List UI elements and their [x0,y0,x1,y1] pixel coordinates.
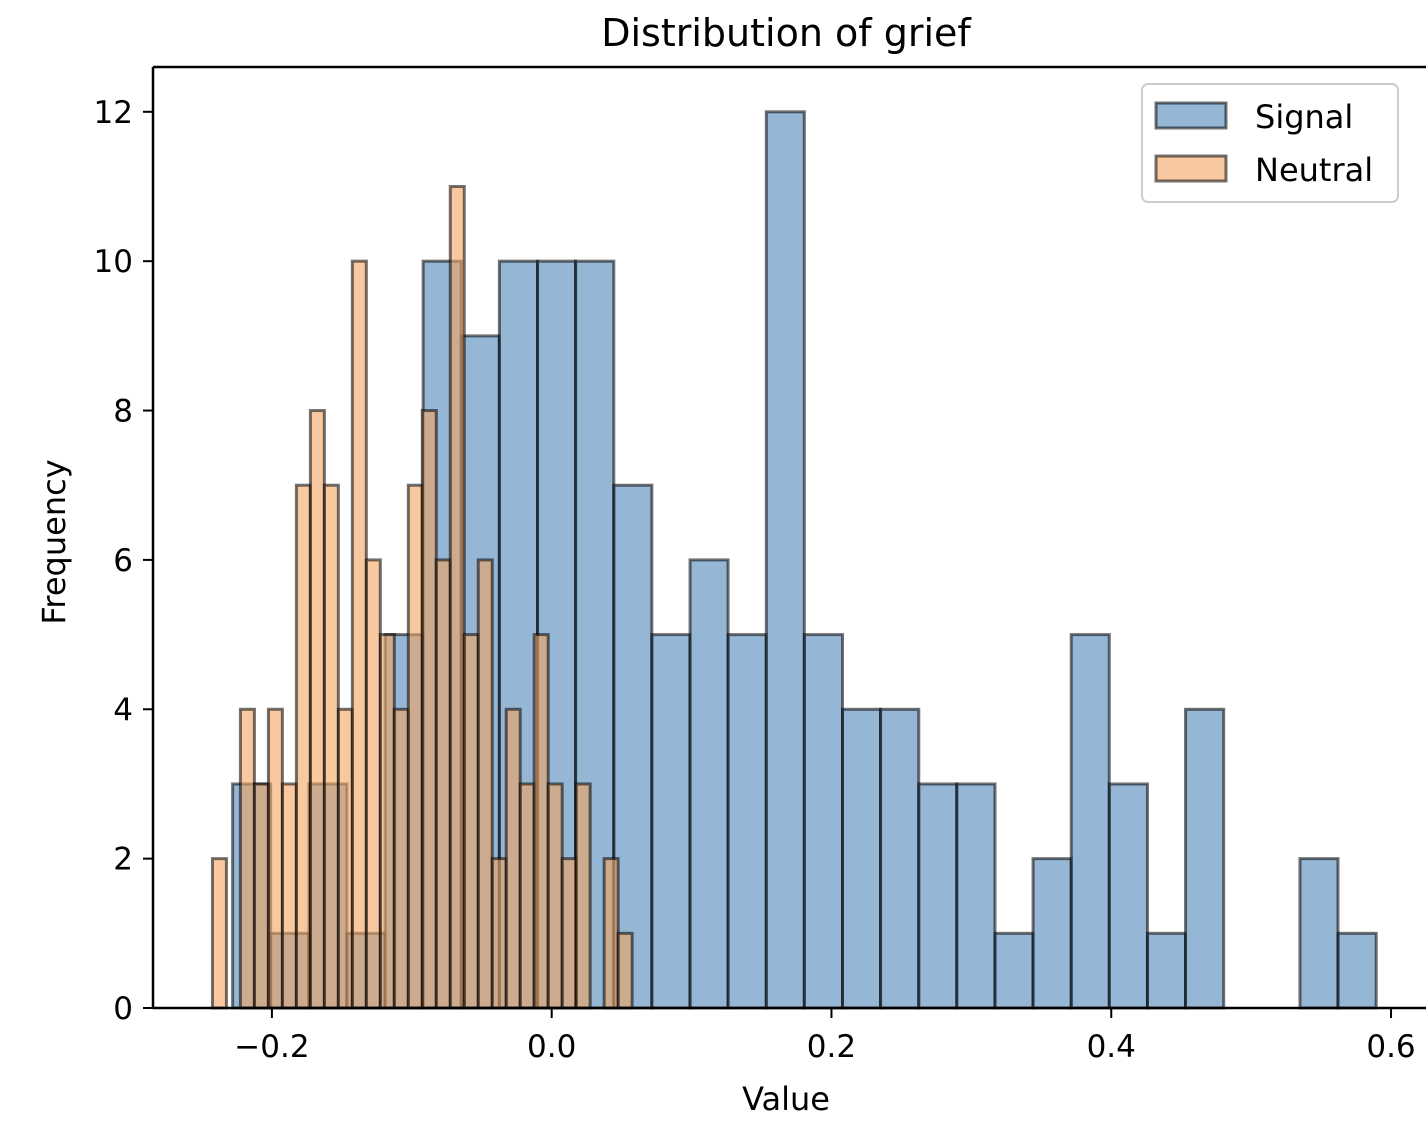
bar-neutral-3 [252,782,270,1010]
x-tick-label: 0.6 [1366,1029,1415,1065]
y-tick-label: 10 [94,244,133,280]
axes-layer: 0 2 4 6 8 10 12 −0.2 0.0 0.2 0.4 0.6 [94,65,1426,1065]
bar-neutral-7 [308,409,326,1010]
bar-neutral-8 [322,483,340,1010]
bar-signal-14 [764,110,806,1010]
bar-neutral-2 [238,707,256,1010]
bar-neutral-5 [280,782,298,1010]
bar-signal-22 [1069,633,1111,1010]
bar-neutral-4 [266,707,284,1010]
y-axis-title: Frequency [35,459,73,624]
bar-neutral-26 [574,782,592,1010]
x-tick-label: 0.2 [807,1029,856,1065]
bar-signal-23 [1107,782,1149,1010]
bar-neutral-20 [490,857,508,1010]
bar-neutral-21 [504,707,522,1010]
bar-neutral-14 [406,483,424,1010]
bar-neutral-12 [378,633,396,1010]
bar-neutral-19 [476,558,494,1010]
bar-signal-15 [802,633,845,1010]
bar-signal-19 [955,782,997,1010]
bar-neutral-16 [434,558,452,1010]
bar-neutral-10 [350,259,368,1010]
bar-neutral-24 [546,782,564,1010]
bar-signal-20 [993,931,1035,1010]
bar-signal-28 [1298,857,1340,1010]
y-tick-label: 6 [113,543,133,579]
bar-neutral-29 [616,931,634,1010]
y-tick-label: 8 [113,394,133,430]
bar-signal-16 [841,707,883,1010]
bar-neutral-23 [532,633,550,1010]
y-tick-label: 12 [94,95,133,131]
bar-neutral-17 [448,184,466,1010]
bar-neutral-13 [392,707,410,1010]
legend: Signal Neutral [1141,83,1399,203]
bar-neutral-18 [462,633,480,1010]
bar-neutral-0 [210,857,228,1010]
bar-neutral-22 [518,782,536,1010]
bar-signal-12 [688,558,730,1010]
bar-neutral-9 [336,707,354,1010]
legend-label-signal: Signal [1255,98,1353,136]
legend-swatch-signal [1154,101,1228,130]
x-axis-title: Value [742,1080,830,1118]
bar-signal-24 [1145,931,1188,1010]
legend-label-neutral: Neutral [1255,151,1373,189]
bar-signal-18 [917,782,959,1010]
bar-neutral-25 [560,857,578,1010]
series-neutral [210,184,634,1010]
y-tick-label: 2 [113,842,133,878]
chart-title: Distribution of grief [601,11,972,55]
bar-neutral-11 [364,558,382,1010]
bar-signal-25 [1184,707,1226,1010]
x-tick-label: 0.0 [527,1029,576,1065]
bar-neutral-15 [420,409,438,1010]
bar-neutral-6 [294,483,312,1010]
bar-neutral-28 [602,857,620,1010]
y-tick-label: 0 [113,991,133,1027]
x-tick-label: 0.4 [1087,1029,1136,1065]
x-tick-label: −0.2 [234,1029,309,1065]
y-tick-label: 4 [113,692,133,728]
bar-signal-21 [1031,857,1073,1010]
bar-signal-11 [650,633,692,1010]
legend-swatch-neutral [1154,154,1228,183]
bars-layer [210,110,1378,1010]
bar-signal-13 [726,633,768,1010]
bar-signal-29 [1336,931,1378,1010]
bar-signal-17 [879,707,921,1010]
